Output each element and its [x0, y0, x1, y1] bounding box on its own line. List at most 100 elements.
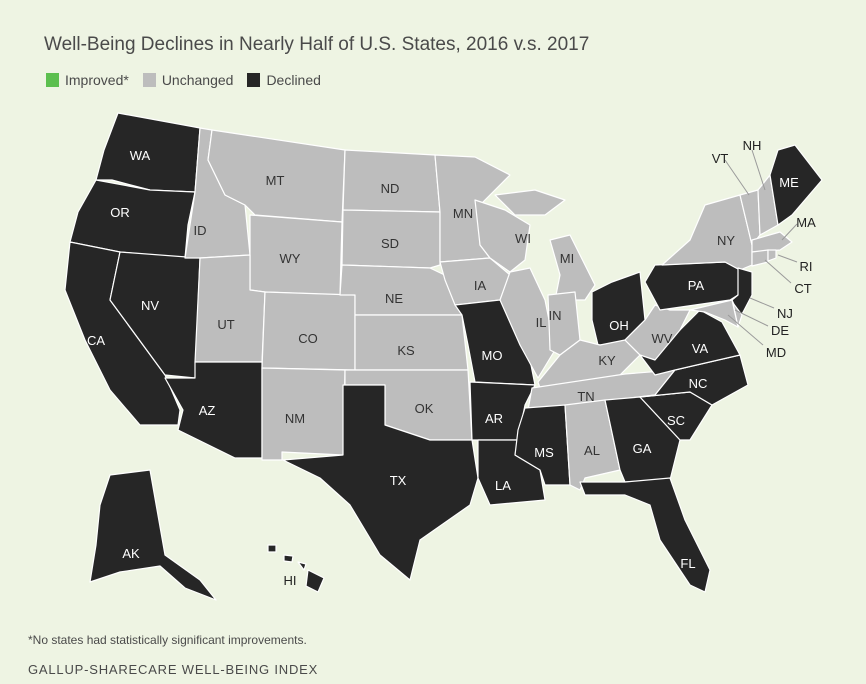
state-label: OR — [110, 205, 130, 220]
state-label: PA — [688, 278, 705, 293]
footnote: *No states had statistically significant… — [28, 633, 307, 647]
state-fl — [579, 477, 711, 593]
state-label: NJ — [777, 306, 793, 321]
state-label: TN — [577, 389, 594, 404]
legend-item-improved: Improved* — [46, 72, 129, 88]
state-shape — [579, 477, 711, 593]
state-shape — [689, 299, 739, 328]
state-shape — [769, 144, 823, 226]
leader-line — [764, 259, 792, 284]
state-label: LA — [495, 478, 511, 493]
state-label: NY — [717, 233, 735, 248]
state-label: NV — [141, 298, 159, 313]
state-label: WY — [280, 251, 301, 266]
state-label: VT — [712, 151, 729, 166]
state-label: ID — [194, 223, 207, 238]
state-shape — [89, 469, 217, 601]
state-md — [689, 299, 739, 328]
state-label: NE — [385, 291, 403, 306]
state-label: DE — [771, 323, 789, 338]
state-label: NH — [743, 138, 762, 153]
state-label: MS — [534, 445, 554, 460]
state-ny — [661, 194, 753, 271]
state-tx — [282, 384, 479, 581]
state-label: WA — [130, 148, 151, 163]
state-shape — [639, 309, 741, 376]
state-label: SC — [667, 413, 685, 428]
state-hi — [267, 544, 325, 593]
legend-swatch-declined — [247, 73, 261, 87]
source: GALLUP-SHARECARE WELL-BEING INDEX — [28, 662, 319, 677]
map-title: Well-Being Declines in Nearly Half of U.… — [44, 34, 590, 55]
state-label: AR — [485, 411, 503, 426]
leader-line — [751, 149, 766, 191]
state-il — [499, 267, 556, 379]
state-label: OH — [609, 318, 629, 333]
state-shape — [751, 249, 769, 267]
state-label: IL — [536, 315, 547, 330]
state-label: VA — [692, 341, 709, 356]
state-label: WV — [652, 331, 673, 346]
state-shape — [499, 267, 556, 379]
state-va — [639, 309, 741, 376]
state-ri — [767, 249, 777, 262]
state-sd — [341, 209, 441, 269]
legend-swatch-unchanged — [142, 73, 156, 87]
state-label: SD — [381, 236, 399, 251]
state-shape — [751, 231, 793, 253]
state-shape — [494, 189, 566, 216]
state-label: AZ — [199, 403, 216, 418]
state-label: GA — [633, 441, 652, 456]
state-me — [769, 144, 823, 226]
state-ak — [89, 469, 217, 601]
state-label: MD — [766, 345, 786, 360]
state-label: MI — [560, 251, 574, 266]
state-label: HI — [284, 573, 297, 588]
legend-label: Unchanged — [161, 72, 234, 88]
legend: Improved* Unchanged Declined — [46, 72, 321, 88]
state-label: UT — [217, 317, 234, 332]
state-ct — [751, 249, 769, 267]
state-label: ND — [381, 181, 400, 196]
state-shape — [474, 199, 531, 273]
state-shape — [282, 384, 479, 581]
state-label: MO — [482, 348, 503, 363]
state-label: CT — [794, 281, 811, 296]
state-shape — [549, 234, 596, 301]
state-label: CA — [87, 333, 105, 348]
state-label: KY — [598, 353, 616, 368]
leader-line — [727, 314, 764, 346]
state-shape — [267, 544, 277, 553]
state-label: MN — [453, 206, 473, 221]
state-shape — [283, 554, 294, 563]
state-label: NM — [285, 411, 305, 426]
state-label: IN — [549, 308, 562, 323]
state-shape — [341, 209, 441, 269]
state-label: CO — [298, 331, 318, 346]
leader-line — [734, 309, 769, 327]
state-label: KS — [397, 343, 415, 358]
state-label: RI — [800, 259, 813, 274]
state-label: AL — [584, 443, 600, 458]
state-mi — [494, 189, 596, 301]
state-ma — [751, 231, 793, 253]
leader-line — [781, 223, 798, 241]
state-label: MT — [266, 173, 285, 188]
state-label: MA — [796, 215, 816, 230]
leader-line — [749, 297, 775, 309]
state-shape — [305, 569, 325, 593]
legend-swatch-improved — [46, 73, 59, 87]
state-label: NC — [689, 376, 708, 391]
state-label: TX — [390, 473, 407, 488]
state-label: OK — [415, 401, 434, 416]
legend-label: Improved* — [65, 72, 129, 88]
state-shape — [297, 561, 307, 571]
state-wi — [474, 199, 531, 273]
state-label: FL — [680, 556, 695, 571]
state-shape — [767, 249, 777, 262]
state-label: ME — [779, 175, 799, 190]
state-label: WI — [515, 231, 531, 246]
legend-item-declined: Declined — [247, 72, 321, 88]
state-label: IA — [474, 278, 487, 293]
